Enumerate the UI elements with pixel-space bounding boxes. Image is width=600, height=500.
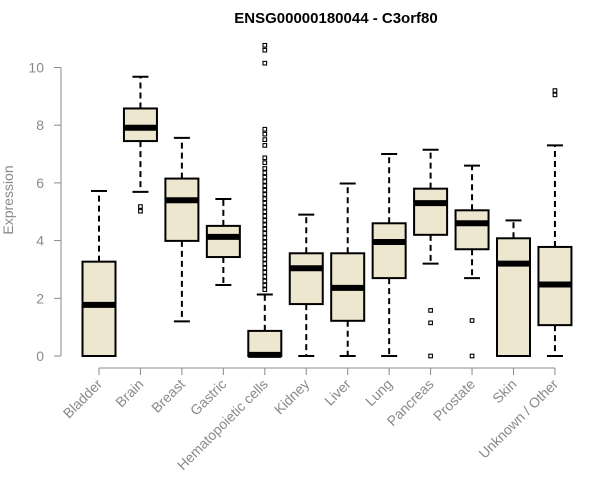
outlier-point — [552, 92, 558, 98]
x-tick-label: Kidney — [271, 376, 313, 418]
outlier-point — [428, 353, 433, 359]
x-tick-label: Liver — [321, 376, 354, 409]
outlier-point — [469, 353, 475, 359]
outlier-point — [469, 318, 475, 323]
outlier-point — [262, 209, 268, 215]
outlier-point — [262, 166, 268, 171]
y-tick-label: 4 — [36, 233, 44, 249]
outlier-point — [262, 179, 268, 184]
outlier-point — [552, 88, 558, 93]
outlier-point — [262, 252, 268, 258]
box-iqr — [164, 177, 200, 242]
x-tick-label: Breast — [148, 376, 188, 416]
outlier-point — [428, 320, 433, 326]
outlier-point — [428, 308, 433, 313]
outlier-point — [262, 261, 268, 267]
chart-title: ENSG00000180044 - C3orf80 — [234, 10, 437, 27]
box-prostate — [454, 164, 490, 359]
box-iqr — [413, 187, 449, 236]
outlier-point — [262, 60, 268, 66]
outlier-point — [262, 244, 268, 249]
box-iqr — [122, 107, 158, 143]
outlier-point — [138, 208, 143, 214]
boxes-group — [81, 42, 573, 359]
outlier-point — [262, 287, 268, 292]
box-iqr — [496, 237, 531, 358]
outlier-point — [262, 257, 268, 262]
outlier-point — [262, 231, 268, 236]
x-tick-label: Prostate — [430, 376, 478, 424]
outlier-point — [262, 205, 268, 210]
outlier-point — [262, 239, 268, 245]
x-tick-label: Lung — [362, 376, 395, 409]
outlier-point — [262, 274, 268, 280]
box-unknown-other — [537, 88, 573, 357]
outlier-point — [262, 187, 268, 193]
box-kidney — [288, 213, 324, 357]
x-tick-label: Skin — [489, 376, 520, 407]
box-gastric — [205, 198, 241, 287]
y-tick-label: 2 — [36, 290, 44, 306]
outlier-point — [138, 204, 143, 209]
box-liver — [330, 182, 366, 357]
x-tick-label: Brain — [112, 376, 146, 410]
outlier-point — [262, 131, 268, 137]
box-skin — [496, 219, 531, 358]
y-tick-label: 8 — [36, 117, 44, 133]
outlier-point — [262, 213, 268, 219]
x-tick-label: Unknown / Other — [475, 376, 561, 462]
outlier-point — [262, 200, 268, 206]
outlier-point — [262, 282, 268, 288]
box-iqr — [81, 260, 117, 357]
outlier-point — [262, 47, 268, 53]
outlier-point — [262, 42, 268, 48]
outlier-point — [262, 137, 268, 142]
outlier-point — [262, 183, 268, 189]
box-brain — [122, 75, 158, 214]
outlier-point — [262, 265, 268, 271]
box-lung — [371, 153, 407, 357]
y-tick-label: 0 — [36, 348, 44, 364]
y-tick-label: 6 — [36, 175, 44, 191]
x-tick-label: Bladder — [60, 376, 106, 422]
box-breast — [164, 136, 200, 323]
outlier-point — [262, 192, 268, 197]
outlier-point — [262, 235, 268, 241]
outlier-point — [262, 196, 268, 202]
box-hematopoietic-cells — [247, 42, 283, 358]
outlier-point — [262, 222, 268, 228]
outlier-point — [262, 160, 268, 166]
box-iqr — [371, 222, 407, 280]
outlier-point — [262, 126, 268, 132]
box-bladder — [81, 189, 117, 357]
outlier-point — [262, 155, 268, 161]
outlier-point — [262, 143, 268, 148]
box-pancreas — [413, 148, 449, 359]
outlier-point — [262, 269, 268, 275]
y-axis: 0 2 4 6 8 10 — [28, 60, 62, 364]
outlier-point — [262, 170, 268, 176]
outlier-point — [262, 218, 268, 223]
outlier-point — [262, 278, 268, 284]
box-iqr — [454, 209, 490, 251]
outlier-point — [262, 174, 268, 180]
outlier-point — [262, 226, 268, 232]
outlier-point — [262, 248, 268, 254]
box-iqr — [247, 329, 283, 358]
y-tick-label: 10 — [28, 60, 44, 76]
box-iqr — [288, 252, 324, 306]
box-iqr — [205, 224, 241, 259]
y-axis-label: Expression — [0, 165, 16, 234]
